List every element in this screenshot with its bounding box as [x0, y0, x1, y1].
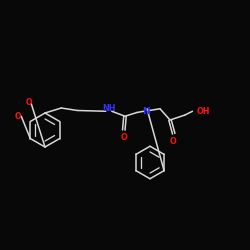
Text: N: N: [142, 107, 150, 116]
Text: OH: OH: [196, 107, 210, 116]
Text: O: O: [120, 133, 127, 142]
Text: O: O: [14, 112, 21, 121]
Text: O: O: [26, 98, 32, 107]
Text: NH: NH: [102, 104, 116, 113]
Text: O: O: [169, 137, 176, 146]
